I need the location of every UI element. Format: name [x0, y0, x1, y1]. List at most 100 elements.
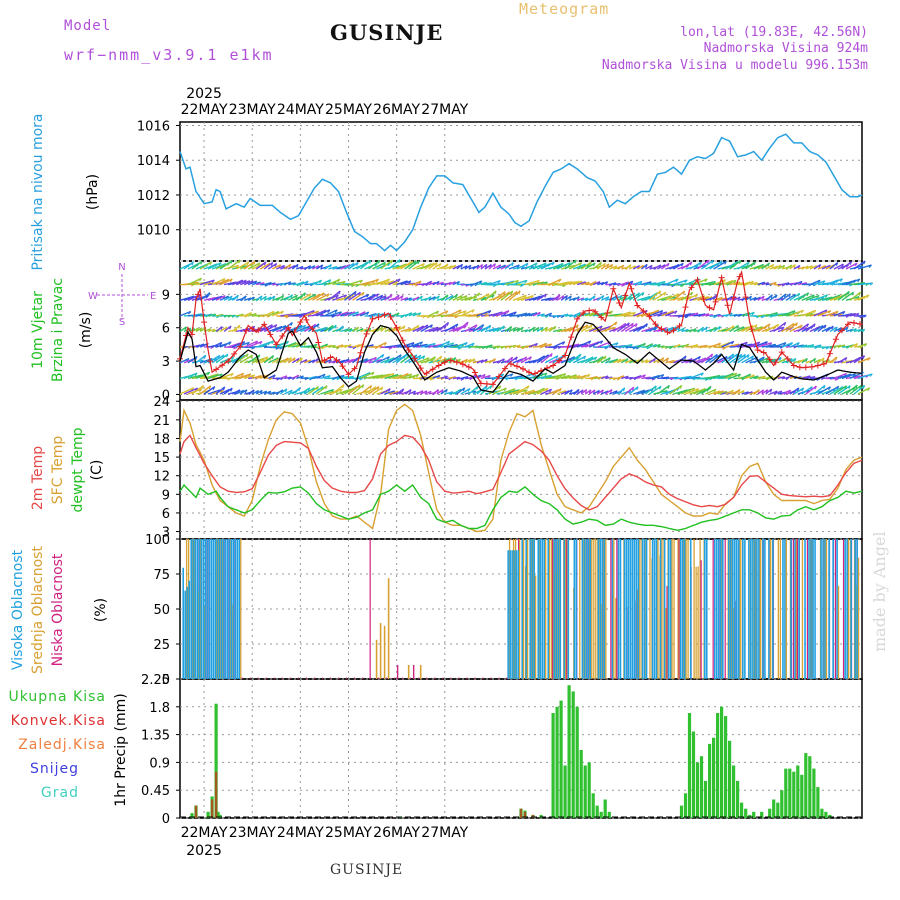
wind-arrow	[725, 372, 738, 380]
wind-gust-marker	[423, 370, 430, 377]
wind-arrow	[195, 371, 210, 380]
wind-arrow	[400, 280, 412, 286]
wind-arrow-head	[486, 293, 490, 298]
wind-arrow	[480, 282, 492, 286]
y-axis-label-wind: 10m Vjetar	[30, 291, 46, 369]
wind-arrow	[247, 262, 261, 270]
wind-arrow	[255, 261, 267, 270]
wind-arrow	[829, 386, 844, 395]
wind-arrow-head	[824, 294, 828, 298]
wind-arrow	[817, 324, 827, 333]
wind-arrow-head	[782, 358, 786, 363]
wind-arrow-head	[441, 297, 446, 301]
wind-arrow-head	[722, 279, 727, 283]
wind-arrow-head	[368, 260, 372, 264]
wind-arrow-head	[719, 260, 723, 265]
wind-arrow	[436, 340, 450, 348]
wind-arrow	[320, 343, 328, 348]
wind-arrow	[753, 340, 768, 348]
wind-arrow	[416, 375, 427, 380]
wind-arrow	[508, 264, 520, 270]
wind-gust-marker	[610, 285, 617, 292]
x-tick-label-top: 22MAY	[181, 102, 228, 118]
wind-arrow	[384, 327, 393, 333]
wind-arrow	[580, 261, 592, 270]
wind-arrow	[328, 278, 341, 286]
wind-arrow	[179, 295, 195, 301]
wind-arrow	[324, 324, 334, 333]
wind-arrow-head	[336, 346, 340, 350]
wind-arrow	[356, 311, 366, 317]
wind-arrow	[584, 356, 598, 364]
wind-arrow	[263, 324, 278, 333]
wind-arrow-head	[394, 297, 398, 301]
wind-gust-marker	[327, 354, 334, 361]
wind-arrow	[648, 290, 662, 301]
wind-arrow	[520, 294, 534, 301]
wind-arrow	[552, 388, 562, 395]
y-tick-label: 50	[153, 603, 170, 618]
wind-arrow	[368, 313, 377, 317]
wind-arrow	[287, 357, 296, 364]
wind-arrow	[195, 354, 207, 364]
wind-arrow-head	[757, 341, 761, 346]
wind-arrow	[833, 372, 847, 380]
wind-gust-marker	[465, 364, 472, 371]
precip-total-bar	[539, 814, 543, 818]
wind-arrow-head	[409, 389, 412, 393]
wind-arrow	[532, 281, 548, 286]
wind-arrow-head	[381, 354, 385, 358]
wind-arrow	[633, 389, 645, 395]
wind-gust-marker	[628, 285, 635, 292]
precip-total-bar	[603, 799, 607, 818]
wind-arrow	[452, 264, 460, 270]
wind-arrow-head	[295, 294, 298, 299]
wind-arrow	[685, 376, 701, 380]
wind-arrow-head	[484, 312, 488, 316]
wind-gust-marker	[766, 356, 773, 363]
wind-arrow-head	[390, 294, 393, 298]
wind-arrow-head	[272, 374, 276, 379]
wind-arrow	[745, 261, 756, 270]
wind-arrow-head	[592, 389, 596, 394]
wind-arrow	[809, 279, 821, 286]
wind-arrow	[271, 264, 282, 270]
wind-arrow-head	[781, 283, 786, 287]
wind-arrow-head	[337, 278, 341, 283]
wind-arrow	[781, 310, 796, 317]
wind-arrow-head	[194, 387, 199, 392]
wind-arrow	[568, 353, 582, 364]
wind-arrow	[207, 373, 223, 380]
wind-arrow-head	[585, 324, 589, 329]
wind-arrow	[629, 325, 643, 333]
wind-arrow	[801, 294, 815, 301]
wind-arrow-head	[244, 295, 247, 300]
wind-arrow-head	[859, 315, 864, 319]
wind-arrow-head	[616, 377, 621, 381]
wind-arrow	[681, 343, 690, 348]
wind-arrow	[797, 292, 809, 301]
wind-arrow-head	[408, 280, 412, 285]
wind-arrow-head	[502, 325, 505, 330]
wind-arrow	[324, 309, 338, 317]
wind-arrow-head	[636, 346, 640, 350]
wind-arrow	[508, 388, 524, 395]
wind-arrow	[584, 341, 600, 348]
wind-arrow	[813, 294, 828, 301]
wind-arrow	[235, 353, 249, 364]
wind-arrow	[207, 389, 221, 395]
wind-arrow	[552, 372, 566, 380]
wind-arrow-head	[248, 373, 252, 377]
precip-total-bar	[687, 713, 692, 818]
wind-gust-marker	[790, 362, 797, 369]
wind-arrow-head	[358, 292, 361, 296]
precip-total-bar	[683, 793, 688, 818]
model-name: wrf−nmm_v3.9.1 e1km	[64, 46, 274, 64]
wind-arrow	[247, 354, 261, 364]
y-tick-label: 6	[162, 507, 170, 522]
wind-arrow-head	[646, 346, 651, 350]
wind-arrow	[653, 373, 665, 380]
precip-total-bar	[716, 713, 720, 818]
wind-arrow	[556, 261, 571, 270]
